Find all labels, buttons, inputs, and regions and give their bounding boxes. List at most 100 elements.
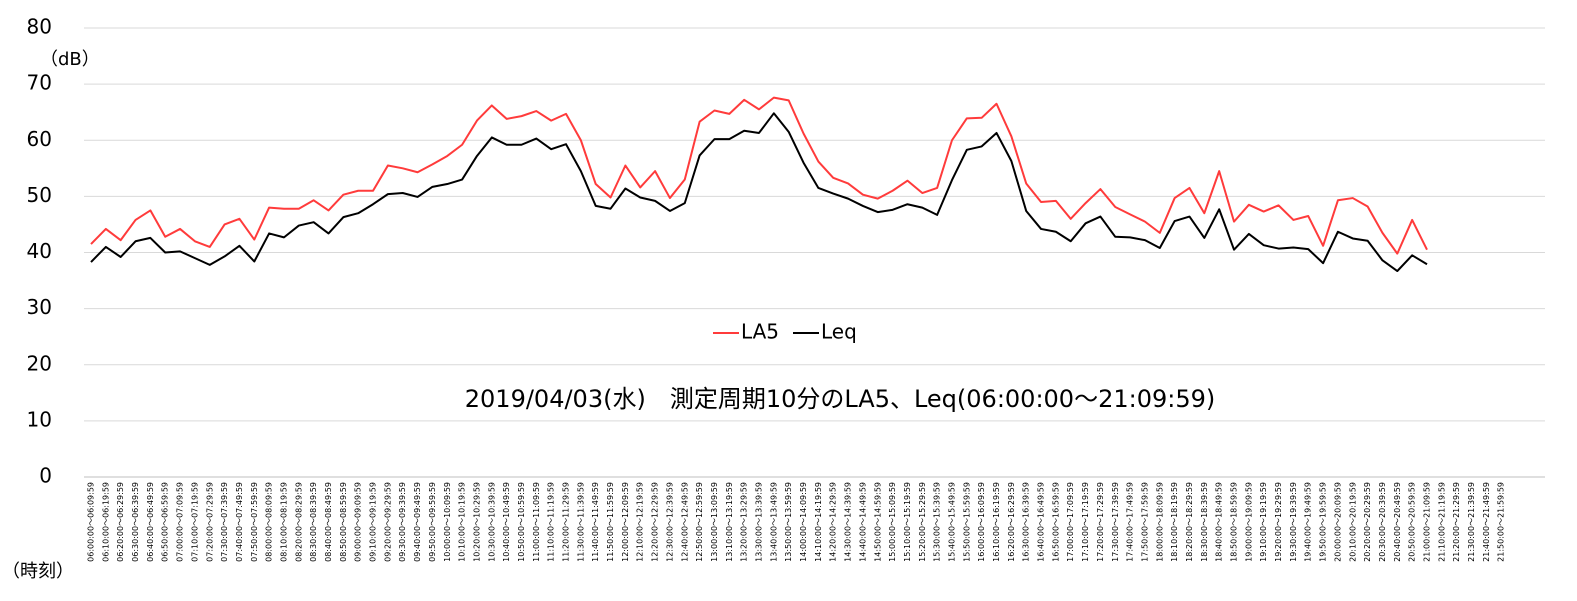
x-tick-label: 07:50:00～07:59:59 <box>250 482 259 562</box>
x-tick-label: 06:50:00～06:59:59 <box>161 482 170 562</box>
x-tick-label: 17:50:00～17:59:59 <box>1140 482 1149 562</box>
x-tick-label: 07:10:00～07:19:59 <box>190 482 199 562</box>
x-tick-label: 06:10:00～06:19:59 <box>101 482 110 562</box>
line-series <box>90 96 1428 255</box>
x-tick-label: 19:50:00～19:59:59 <box>1319 482 1328 562</box>
x-tick-label: 19:30:00～19:39:59 <box>1289 482 1298 562</box>
x-tick-label: 18:50:00～18:59:59 <box>1230 482 1239 562</box>
x-tick-label: 20:50:00～20:59:59 <box>1408 482 1417 562</box>
x-tick-label: 19:40:00～19:49:59 <box>1304 482 1313 562</box>
x-tick-label: 14:10:00～14:19:59 <box>814 482 823 562</box>
x-tick-label: 09:20:00～09:29:59 <box>383 482 392 562</box>
x-tick-label: 10:50:00～10:59:59 <box>517 482 526 562</box>
x-tick-label: 20:00:00～20:09:59 <box>1333 482 1342 562</box>
x-tick-label: 17:00:00～17:09:59 <box>1066 482 1075 562</box>
y-tick-label: 60 <box>27 127 52 151</box>
line-series <box>90 112 1428 273</box>
x-tick-label: 21:20:00～21:29:59 <box>1452 482 1461 562</box>
x-tick-label: 11:50:00～11:59:59 <box>606 482 615 562</box>
x-tick-label: 12:40:00～12:49:59 <box>680 482 689 562</box>
x-tick-label: 12:10:00～12:19:59 <box>636 482 645 562</box>
x-tick-label: 07:20:00～07:29:59 <box>205 482 214 562</box>
x-tick-label: 16:30:00～16:39:59 <box>1022 482 1031 562</box>
x-tick-label: 09:40:00～09:49:59 <box>413 482 422 562</box>
x-tick-label: 13:40:00～13:49:59 <box>769 482 778 562</box>
x-tick-label: 07:00:00～07:09:59 <box>176 482 185 562</box>
x-tick-label: 13:10:00～13:19:59 <box>725 482 734 562</box>
x-tick-label: 12:30:00～12:39:59 <box>665 482 674 562</box>
x-tick-label: 13:50:00～13:59:59 <box>784 482 793 562</box>
x-tick-label: 12:00:00～12:09:59 <box>621 482 630 562</box>
x-tick-label: 16:00:00～16:09:59 <box>977 482 986 562</box>
x-tick-label: 08:10:00～08:19:59 <box>279 482 288 562</box>
y-tick-label: 0 <box>39 464 52 488</box>
y-tick-label: 50 <box>27 183 52 207</box>
x-tick-label: 08:20:00～08:29:59 <box>294 482 303 562</box>
x-tick-label: 17:20:00～17:29:59 <box>1096 482 1105 562</box>
x-tick-label: 21:40:00～21:49:59 <box>1482 482 1491 562</box>
x-tick-label: 06:30:00～06:39:59 <box>131 482 140 562</box>
x-tick-label: 14:40:00～14:49:59 <box>858 482 867 562</box>
x-tick-label: 14:50:00～14:59:59 <box>873 482 882 562</box>
x-tick-label: 18:20:00～18:29:59 <box>1185 482 1194 562</box>
x-tick-label: 16:40:00～16:49:59 <box>1037 482 1046 562</box>
x-tick-label: 12:50:00～12:59:59 <box>695 482 704 562</box>
x-tick-label: 20:10:00～20:19:59 <box>1348 482 1357 562</box>
x-tick-label: 20:40:00～20:49:59 <box>1393 482 1402 562</box>
y-tick-label: 80 <box>27 15 52 39</box>
x-tick-label: 18:00:00～18:09:59 <box>1155 482 1164 562</box>
x-tick-label: 19:10:00～19:19:59 <box>1259 482 1268 562</box>
x-tick-label: 17:40:00～17:49:59 <box>1126 482 1135 562</box>
y-tick-label: 10 <box>27 407 52 431</box>
x-tick-label: 10:30:00～10:39:59 <box>487 482 496 562</box>
x-tick-label: 10:00:00～10:09:59 <box>443 482 452 562</box>
x-tick-label: 12:20:00～12:29:59 <box>651 482 660 562</box>
x-tick-label: 11:10:00～11:19:59 <box>547 482 556 562</box>
x-tick-label: 14:00:00～14:09:59 <box>799 482 808 562</box>
x-tick-label: 09:30:00～09:39:59 <box>398 482 407 562</box>
x-tick-label: 08:50:00～08:59:59 <box>339 482 348 562</box>
x-tick-label: 09:00:00～09:09:59 <box>354 482 363 562</box>
x-tick-label: 20:30:00～20:39:59 <box>1378 482 1387 562</box>
x-tick-label: 16:20:00～16:29:59 <box>1007 482 1016 562</box>
x-tick-label: 08:00:00～08:09:59 <box>265 482 274 562</box>
legend-label: LA5 <box>741 320 779 344</box>
x-tick-label: 13:20:00～13:29:59 <box>740 482 749 562</box>
x-tick-label: 21:30:00～21:39:59 <box>1467 482 1476 562</box>
x-tick-label: 06:40:00～06:49:59 <box>146 482 155 562</box>
x-tick-label: 11:20:00～11:29:59 <box>562 482 571 562</box>
x-tick-label: 07:30:00～07:39:59 <box>220 482 229 562</box>
legend-label: Leq <box>821 320 857 344</box>
x-tick-label: 18:10:00～18:19:59 <box>1170 482 1179 562</box>
x-axis-label: （時刻） <box>2 561 74 582</box>
y-tick-label: 40 <box>27 239 52 263</box>
x-tick-label: 16:50:00～16:59:59 <box>1051 482 1060 562</box>
x-tick-label: 15:00:00～15:09:59 <box>888 482 897 562</box>
x-tick-label: 06:00:00～06:09:59 <box>87 482 96 562</box>
x-tick-label: 15:10:00～15:19:59 <box>903 482 912 562</box>
x-tick-label: 21:00:00～21:09:59 <box>1423 482 1432 562</box>
annotation: 2019/04/03(水) 測定周期10分のLA5、Leq(06:00:00～2… <box>465 385 1215 413</box>
y-tick-label: 70 <box>27 71 52 95</box>
x-tick-label: 08:30:00～08:39:59 <box>309 482 318 562</box>
x-tick-label: 10:20:00～10:29:59 <box>472 482 481 562</box>
x-tick-label: 13:30:00～13:39:59 <box>755 482 764 562</box>
x-tick-label: 21:50:00～21:59:59 <box>1497 482 1506 562</box>
x-tick-label: 19:20:00～19:29:59 <box>1274 482 1283 562</box>
x-tick-label: 18:30:00～18:39:59 <box>1200 482 1209 562</box>
x-tick-label: 15:50:00～15:59:59 <box>962 482 971 562</box>
y-axis-label: （dB） <box>40 49 100 70</box>
x-tick-label: 21:10:00～21:19:59 <box>1437 482 1446 562</box>
x-tick-label: 19:00:00～19:09:59 <box>1244 482 1253 562</box>
x-tick-label: 06:20:00～06:29:59 <box>116 482 125 562</box>
x-tick-label: 07:40:00～07:49:59 <box>235 482 244 562</box>
y-tick-label: 30 <box>27 295 52 319</box>
x-tick-label: 10:40:00～10:49:59 <box>502 482 511 562</box>
x-tick-label: 11:40:00～11:49:59 <box>591 482 600 562</box>
x-tick-label: 10:10:00～10:19:59 <box>458 482 467 562</box>
x-tick-label: 14:20:00～14:29:59 <box>829 482 838 562</box>
x-tick-label: 15:20:00～15:29:59 <box>918 482 927 562</box>
x-tick-label: 18:40:00～18:49:59 <box>1215 482 1224 562</box>
